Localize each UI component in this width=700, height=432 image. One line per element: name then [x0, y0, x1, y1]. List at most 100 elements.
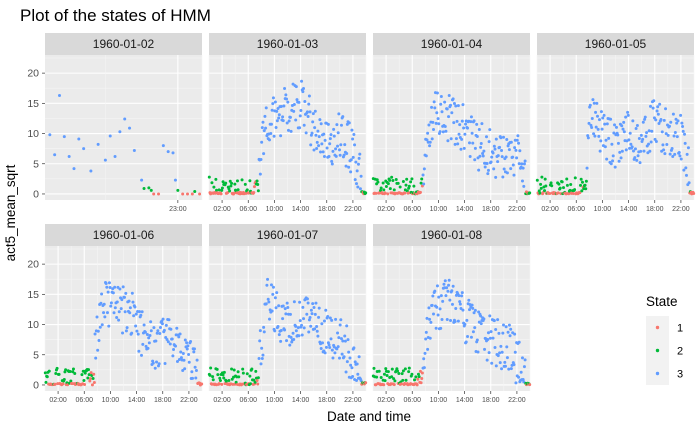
data-point	[292, 103, 296, 107]
data-point	[306, 301, 310, 305]
data-point	[285, 97, 289, 101]
data-point	[319, 122, 323, 126]
data-point	[452, 102, 456, 106]
data-point	[276, 324, 280, 328]
data-point	[622, 130, 626, 134]
data-point	[673, 131, 677, 135]
data-point	[165, 337, 169, 341]
data-point	[514, 381, 518, 385]
data-point	[218, 379, 222, 383]
data-point	[611, 154, 615, 158]
data-point	[338, 323, 342, 327]
data-point	[307, 102, 311, 106]
data-point	[175, 326, 179, 330]
data-point	[258, 172, 262, 176]
data-point	[295, 98, 299, 102]
data-point	[470, 303, 474, 307]
data-point	[284, 93, 288, 97]
data-point	[71, 367, 75, 371]
data-point	[634, 126, 638, 130]
data-point	[269, 283, 273, 287]
data-point	[488, 336, 492, 340]
data-point	[171, 354, 175, 358]
data-point	[386, 192, 390, 196]
facet-panel: 1960-01-07 02:00 06:00 10:00 14:00 18:00 22:00	[207, 224, 368, 404]
data-point	[317, 144, 321, 148]
data-point	[156, 329, 160, 333]
data-point	[490, 155, 494, 159]
data-point	[444, 294, 448, 298]
data-point	[157, 362, 161, 366]
data-point	[236, 370, 240, 374]
data-point	[323, 351, 327, 355]
data-point	[385, 373, 389, 377]
data-point	[283, 307, 287, 311]
data-point	[209, 366, 213, 370]
x-tick-label: 22:00	[344, 206, 362, 213]
data-point	[250, 367, 254, 371]
data-point	[109, 301, 113, 305]
data-point	[249, 382, 253, 386]
data-point	[289, 129, 293, 133]
facet-panel: 1960-01-06 02:00 06:00 10:00 14:00 18:00 22:00…	[27, 224, 204, 404]
data-point	[294, 329, 298, 333]
data-point	[320, 142, 324, 146]
x-tick-label: 14:00	[292, 397, 310, 404]
data-point	[438, 130, 442, 134]
data-point	[641, 120, 645, 124]
data-point	[670, 146, 674, 150]
data-point	[245, 188, 249, 192]
data-point	[671, 155, 675, 159]
data-point	[521, 377, 525, 381]
data-point	[294, 118, 298, 122]
data-point	[633, 147, 637, 151]
data-point	[336, 144, 340, 148]
data-point	[292, 109, 296, 113]
data-point	[473, 308, 477, 312]
data-point	[335, 347, 339, 351]
data-point	[626, 113, 630, 117]
data-point	[331, 356, 335, 360]
data-point	[472, 119, 476, 123]
x-tick-label: 22:00	[180, 397, 198, 404]
data-point	[276, 106, 280, 110]
data-point	[467, 141, 471, 145]
data-point	[433, 289, 437, 293]
data-point	[684, 173, 688, 177]
data-point	[584, 187, 588, 191]
data-point	[447, 115, 451, 119]
data-point	[230, 367, 234, 371]
data-point	[594, 110, 598, 114]
data-point	[207, 175, 211, 179]
data-point	[287, 119, 291, 123]
data-point	[476, 350, 480, 354]
data-point	[681, 124, 685, 128]
data-point	[683, 141, 687, 145]
data-point	[128, 126, 132, 130]
data-point	[407, 184, 411, 188]
data-point	[285, 339, 289, 343]
data-point	[683, 132, 687, 136]
data-point	[447, 93, 451, 97]
data-point	[318, 118, 322, 122]
data-point	[494, 175, 498, 179]
data-point	[200, 382, 204, 386]
data-point	[326, 122, 330, 126]
data-point	[215, 188, 219, 192]
data-point	[327, 343, 331, 347]
data-point	[99, 301, 103, 305]
data-point	[339, 123, 343, 127]
data-point	[80, 373, 84, 377]
data-point	[177, 335, 181, 339]
legend-label: 3	[677, 369, 683, 381]
data-point	[424, 330, 428, 334]
data-point	[676, 119, 680, 123]
data-point	[338, 153, 342, 157]
data-point	[505, 171, 509, 175]
x-tick-label: 02:00	[541, 206, 559, 213]
data-point	[416, 372, 420, 376]
data-point	[91, 376, 95, 380]
data-point	[273, 329, 277, 333]
x-tick-label: 02:00	[49, 397, 67, 404]
data-point	[612, 131, 616, 135]
